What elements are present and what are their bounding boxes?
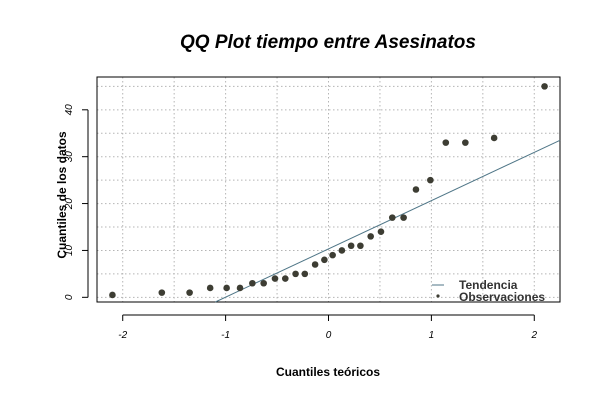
data-point [412,186,420,193]
data-point [367,233,374,240]
y-tick-label: 10 [64,244,75,256]
x-axis: -2 -1 0 1 2 [118,314,537,341]
data-point [462,139,469,146]
data-point [329,251,336,259]
legend: Tendencia Observaciones [432,278,545,304]
x-tick-label: 2 [530,330,537,341]
y-tick-label: 0 [64,294,75,300]
data-point [260,279,267,287]
data-point [377,228,385,235]
data-point [490,134,498,142]
trend-line [215,139,561,303]
y-tick-label: 20 [64,198,75,211]
x-axis-label: Cuantiles teóricos [276,365,380,379]
legend-observations-swatch [436,294,440,298]
x-tick-label: 0 [326,330,332,341]
data-point [400,214,407,221]
data-point [541,83,548,90]
data-point [321,256,328,264]
legend-trend-label: Tendencia [459,278,518,292]
data-point [301,270,309,278]
data-point [427,176,434,184]
data-point [388,214,396,221]
data-point [357,242,364,250]
observation-points [109,83,548,299]
data-point [292,270,299,278]
data-point [109,291,116,299]
chart-title: QQ Plot tiempo entre Asesinatos [180,32,476,53]
data-point [236,284,244,292]
x-tick-label: -2 [118,330,127,341]
data-point [223,284,230,292]
data-point [338,247,346,254]
data-point [206,284,214,292]
data-point [249,279,256,287]
legend-observations-label: Observaciones [459,290,545,304]
data-point [442,139,450,146]
data-point [347,242,355,250]
data-point [186,289,193,296]
y-axis-label: Cuantiles de los datos [55,131,69,259]
y-axis: 0 10 20 30 40 [64,104,89,300]
x-tick-label: 1 [429,330,435,341]
plot-frame [96,76,561,303]
data-point [271,275,279,282]
data-point [311,261,319,268]
x-tick-label: -1 [221,330,230,341]
y-tick-label: 30 [64,151,75,163]
y-tick-label: 40 [64,104,75,116]
data-point [158,289,166,296]
data-point [281,275,289,282]
grid-lines [97,77,560,302]
